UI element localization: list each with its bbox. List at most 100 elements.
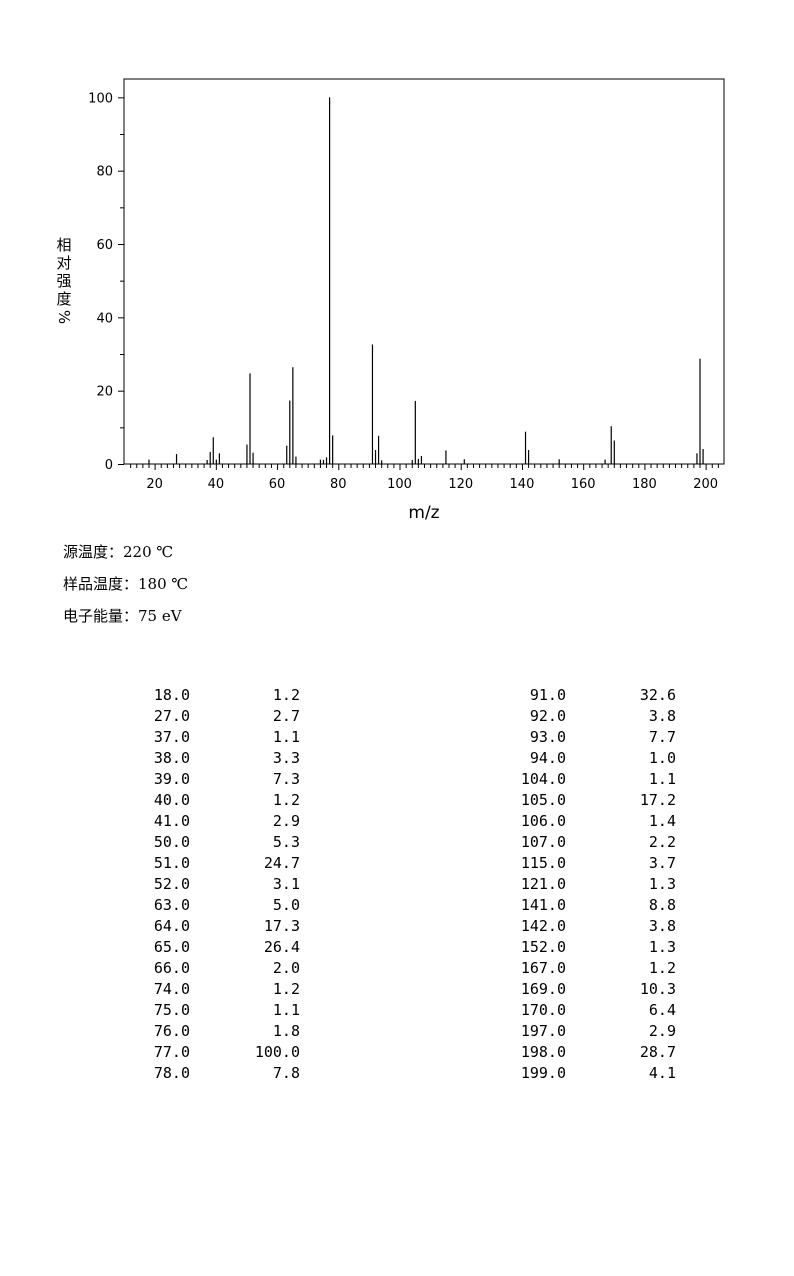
intensity-cell: 3.1 bbox=[272, 875, 300, 893]
mz-cell: 199.0 bbox=[520, 1064, 566, 1082]
mz-cell: 94.0 bbox=[529, 749, 566, 767]
y-tick-label: 40 bbox=[96, 311, 113, 326]
mz-cell: 76.0 bbox=[153, 1022, 190, 1040]
table-row: 38.0 3.3 bbox=[120, 748, 300, 769]
intensity-cell: 1.8 bbox=[272, 1022, 300, 1040]
intensity-cell: 1.2 bbox=[272, 791, 300, 809]
table-row: 141.0 8.8 bbox=[496, 895, 676, 916]
table-row: 65.0 26.4 bbox=[120, 937, 300, 958]
mz-cell: 105.0 bbox=[520, 791, 566, 809]
peak-table-right: 91.0 32.6 92.0 3.8 93.0 7.7 94.0 1.0 104.0 1.1 105… bbox=[496, 685, 676, 1084]
intensity-cell: 7.8 bbox=[272, 1064, 300, 1082]
table-row: 199.0 4.1 bbox=[496, 1063, 676, 1084]
intensity-cell: 2.9 bbox=[648, 1022, 676, 1040]
table-row: 93.0 7.7 bbox=[496, 727, 676, 748]
source-temperature-value: 220 ℃ bbox=[123, 543, 174, 561]
y-axis-label-char: 强 bbox=[56, 272, 71, 290]
mz-cell: 142.0 bbox=[520, 917, 566, 935]
mz-cell: 169.0 bbox=[520, 980, 566, 998]
intensity-cell: 1.4 bbox=[648, 812, 676, 830]
intensity-cell: 2.7 bbox=[272, 707, 300, 725]
mz-cell: 27.0 bbox=[153, 707, 190, 725]
mz-cell: 104.0 bbox=[520, 770, 566, 788]
table-row: 92.0 3.8 bbox=[496, 706, 676, 727]
electron-energy-label: 电子能量： bbox=[63, 607, 139, 625]
table-row: 78.0 7.8 bbox=[120, 1063, 300, 1084]
mz-cell: 41.0 bbox=[153, 812, 190, 830]
sample-temperature-value: 180 ℃ bbox=[138, 575, 189, 593]
intensity-cell: 3.7 bbox=[648, 854, 676, 872]
table-row: 66.0 2.0 bbox=[120, 958, 300, 979]
intensity-cell: 3.8 bbox=[648, 917, 676, 935]
table-row: 40.0 1.2 bbox=[120, 790, 300, 811]
mz-cell: 64.0 bbox=[153, 917, 190, 935]
intensity-cell: 1.2 bbox=[272, 980, 300, 998]
mz-cell: 197.0 bbox=[520, 1022, 566, 1040]
mz-cell: 91.0 bbox=[529, 686, 566, 704]
intensity-cell: 1.1 bbox=[272, 728, 300, 746]
mz-cell: 18.0 bbox=[153, 686, 190, 704]
table-row: 107.0 2.2 bbox=[496, 832, 676, 853]
source-temperature-label: 源温度： bbox=[63, 543, 124, 561]
x-tick-label: 160 bbox=[571, 477, 596, 492]
y-tick-label: 80 bbox=[96, 165, 113, 180]
table-row: 167.0 1.2 bbox=[496, 958, 676, 979]
mz-cell: 141.0 bbox=[520, 896, 566, 914]
intensity-cell: 26.4 bbox=[263, 938, 300, 956]
table-row: 104.0 1.1 bbox=[496, 769, 676, 790]
y-axis-ticks: 0 20 40 60 80 100 bbox=[88, 91, 124, 473]
table-row: 75.0 1.1 bbox=[120, 1000, 300, 1021]
mz-cell: 167.0 bbox=[520, 959, 566, 977]
intensity-cell: 7.3 bbox=[272, 770, 300, 788]
intensity-cell: 17.2 bbox=[639, 791, 676, 809]
mass-spectrum-chart: 20 40 60 80 100 120 140 160 180 200 020406080100 … bbox=[55, 78, 725, 523]
table-row: 115.0 3.7 bbox=[496, 853, 676, 874]
intensity-cell: 6.4 bbox=[648, 1001, 676, 1019]
y-tick-label: 20 bbox=[96, 385, 113, 400]
mz-cell: 121.0 bbox=[520, 875, 566, 893]
table-row: 91.0 32.6 bbox=[496, 685, 676, 706]
intensity-cell: 5.0 bbox=[272, 896, 300, 914]
x-tick-label: 60 bbox=[269, 477, 286, 492]
mz-cell: 40.0 bbox=[153, 791, 190, 809]
table-row: 27.0 2.7 bbox=[120, 706, 300, 727]
table-row: 77.0 100.0 bbox=[120, 1042, 300, 1063]
mz-cell: 92.0 bbox=[529, 707, 566, 725]
table-row: 37.0 1.1 bbox=[120, 727, 300, 748]
intensity-cell: 1.1 bbox=[648, 770, 676, 788]
table-row: 169.0 10.3 bbox=[496, 979, 676, 1000]
y-tick-label: 60 bbox=[96, 238, 113, 253]
y-tick-label: 0 bbox=[105, 458, 113, 473]
x-tick-label: 20 bbox=[146, 477, 163, 492]
intensity-cell: 1.3 bbox=[648, 938, 676, 956]
table-row: 51.0 24.7 bbox=[120, 853, 300, 874]
electron-energy-value: 75 eV bbox=[138, 607, 182, 625]
intensity-cell: 8.8 bbox=[648, 896, 676, 914]
x-axis-ticks: 20 40 60 80 100 120 140 160 180 200 bbox=[130, 464, 719, 492]
intensity-cell: 28.7 bbox=[639, 1043, 676, 1061]
table-row: 198.0 28.7 bbox=[496, 1042, 676, 1063]
mz-cell: 75.0 bbox=[153, 1001, 190, 1019]
x-tick-label: 100 bbox=[387, 477, 412, 492]
mz-cell: 74.0 bbox=[153, 980, 190, 998]
x-tick-label: 80 bbox=[330, 477, 347, 492]
table-row: 50.0 5.3 bbox=[120, 832, 300, 853]
x-tick-label: 140 bbox=[510, 477, 535, 492]
intensity-cell: 7.7 bbox=[648, 728, 676, 746]
intensity-cell: 1.2 bbox=[648, 959, 676, 977]
mz-cell: 170.0 bbox=[520, 1001, 566, 1019]
y-axis-label-char: 度 bbox=[56, 290, 71, 308]
table-row: 142.0 3.8 bbox=[496, 916, 676, 937]
mz-cell: 51.0 bbox=[153, 854, 190, 872]
mz-cell: 65.0 bbox=[153, 938, 190, 956]
peak-table-left: 18.0 1.2 27.0 2.7 37.0 1.1 38.0 3.3 39.0 7.3 40.0 1… bbox=[120, 685, 300, 1084]
electron-energy: 电子能量：75 eV bbox=[63, 605, 182, 626]
sample-temperature: 样品温度：180 ℃ bbox=[63, 573, 188, 594]
mz-cell: 107.0 bbox=[520, 833, 566, 851]
intensity-cell: 2.9 bbox=[272, 812, 300, 830]
mz-cell: 63.0 bbox=[153, 896, 190, 914]
mz-cell: 93.0 bbox=[529, 728, 566, 746]
mz-cell: 50.0 bbox=[153, 833, 190, 851]
table-row: 105.0 17.2 bbox=[496, 790, 676, 811]
